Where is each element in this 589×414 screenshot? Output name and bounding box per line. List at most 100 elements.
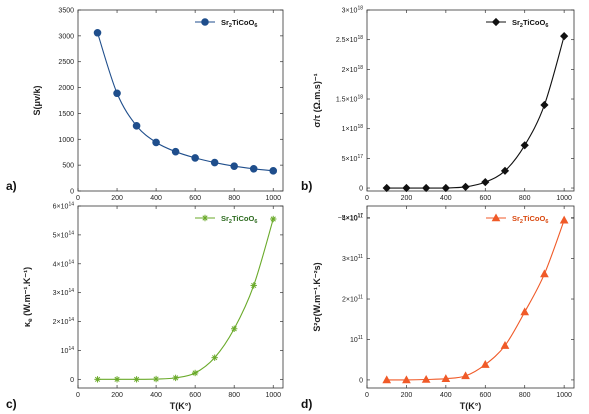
x-axis-label: T(K°) — [170, 401, 192, 411]
legend: Sr2TiCoO6 — [195, 214, 257, 225]
y-tick-label: 0 — [70, 377, 74, 384]
data-point — [540, 269, 549, 278]
data-point — [250, 282, 257, 289]
y-axis-label: κe (W.m⁻¹.K⁻¹) — [22, 267, 34, 327]
data-point — [152, 375, 160, 383]
data-point — [133, 376, 140, 383]
data-point — [540, 100, 549, 110]
x-tick-label: 0 — [76, 392, 80, 399]
legend-marker — [201, 214, 209, 222]
data-point — [249, 164, 258, 173]
data-point — [152, 138, 160, 147]
plot-frame — [366, 205, 575, 389]
data-point — [132, 122, 141, 130]
data-point — [113, 376, 121, 383]
series-line — [386, 219, 565, 381]
x-tick-label: 200 — [111, 392, 123, 399]
x-tick-label: 0 — [365, 195, 369, 202]
y-tick-label: 4×1014 — [53, 259, 75, 268]
data-point — [481, 177, 490, 187]
data-point — [560, 32, 569, 41]
chart-panel-c: 0 200 400 600 800 1000 0 1014 2×1014 3×1014 4×1014… — [6, 202, 284, 411]
data-point — [230, 162, 238, 170]
y-axis-label: S²σ(W.m⁻¹.K⁻²s) — [312, 262, 322, 331]
y-tick-label: 1×1018 — [342, 124, 364, 133]
data-point — [211, 354, 218, 361]
marker-stroke — [133, 376, 140, 382]
data-point — [520, 307, 530, 316]
data-point — [402, 183, 411, 193]
data-point — [441, 374, 451, 382]
y-tick-label: 6×1014 — [53, 202, 75, 211]
marker-stroke — [114, 376, 120, 382]
panel-label: c) — [6, 397, 17, 411]
marker-stroke — [212, 355, 218, 361]
x-tick-label: 800 — [519, 195, 531, 202]
x-tick-label: 200 — [401, 392, 413, 399]
x-tick-label: 600 — [189, 195, 201, 202]
x-tick-label: 1000 — [556, 392, 572, 399]
x-tick-label: 400 — [150, 195, 162, 202]
plot-frame — [366, 9, 575, 192]
y-axis-label: S(μv/k) — [32, 85, 42, 115]
y-tick-label: 0 — [359, 186, 363, 193]
y-tick-label: 5×1017 — [342, 154, 364, 163]
plot-frame — [77, 205, 284, 389]
x-tick-label: 200 — [111, 195, 123, 202]
data-point — [382, 183, 391, 193]
y-tick-label: 0 — [359, 377, 363, 384]
y-tick-label: 1000 — [58, 137, 74, 144]
y-tick-label: 2×1011 — [342, 295, 363, 304]
y-tick-label: 2.5×1018 — [336, 35, 363, 44]
marker-stroke — [231, 326, 237, 332]
data-point — [520, 141, 529, 150]
data-point — [500, 166, 510, 175]
x-tick-label: 0 — [76, 195, 80, 202]
x-tick-label: 800 — [228, 392, 240, 399]
y-tick-label: 2×1018 — [342, 65, 364, 74]
data-point — [441, 183, 450, 193]
y-tick-label: 3×1018 — [342, 6, 364, 15]
marker-stroke — [202, 215, 208, 221]
legend-label: Sr2TiCoO6 — [512, 214, 548, 225]
y-tick-label: 1011 — [350, 335, 363, 344]
data-point — [480, 360, 490, 368]
data-point — [402, 375, 411, 384]
y-tick-label: 3000 — [58, 33, 74, 40]
y-tick-label: 5×1014 — [53, 230, 75, 239]
marker-stroke — [94, 376, 101, 382]
legend: Sr2TiCoO6 — [195, 18, 257, 29]
marker-stroke — [173, 375, 179, 381]
data-point — [461, 371, 470, 380]
y-tick-label: 2500 — [58, 59, 74, 66]
legend: Sr2TiCoO6 — [486, 17, 548, 29]
y-tick-label: 3×1011 — [342, 254, 363, 263]
y-tick-label: 3×1014 — [53, 288, 75, 297]
x-tick-label: 200 — [401, 195, 413, 202]
plot-frame — [77, 9, 284, 192]
data-point — [422, 183, 431, 193]
data-point — [94, 376, 101, 383]
chart-panel-d: 0 200 400 600 800 1000 0 1011 2×1011 3×1011 4×1011… — [301, 205, 575, 411]
y-tick-label: 0 — [70, 189, 74, 196]
legend-marker — [201, 18, 209, 26]
data-point — [113, 89, 121, 98]
legend-label: Sr2TiCoO6 — [512, 18, 548, 29]
data-point — [93, 28, 102, 37]
y-tick-label: −5×1017 — [338, 213, 364, 222]
x-tick-label: 400 — [440, 392, 452, 399]
marker-stroke — [270, 216, 276, 222]
x-tick-label: 800 — [519, 392, 531, 399]
y-tick-label: 3500 — [58, 8, 74, 15]
y-tick-label: 4×1011 — [342, 214, 363, 223]
data-point — [191, 369, 199, 377]
x-axis-label: T(K°) — [460, 401, 482, 411]
series-line — [97, 218, 274, 380]
y-tick-label: 1500 — [58, 111, 74, 118]
data-point — [230, 325, 238, 332]
panel-label: a) — [6, 179, 17, 193]
series-line — [97, 32, 274, 172]
legend-marker — [491, 17, 501, 27]
data-point — [270, 215, 277, 223]
